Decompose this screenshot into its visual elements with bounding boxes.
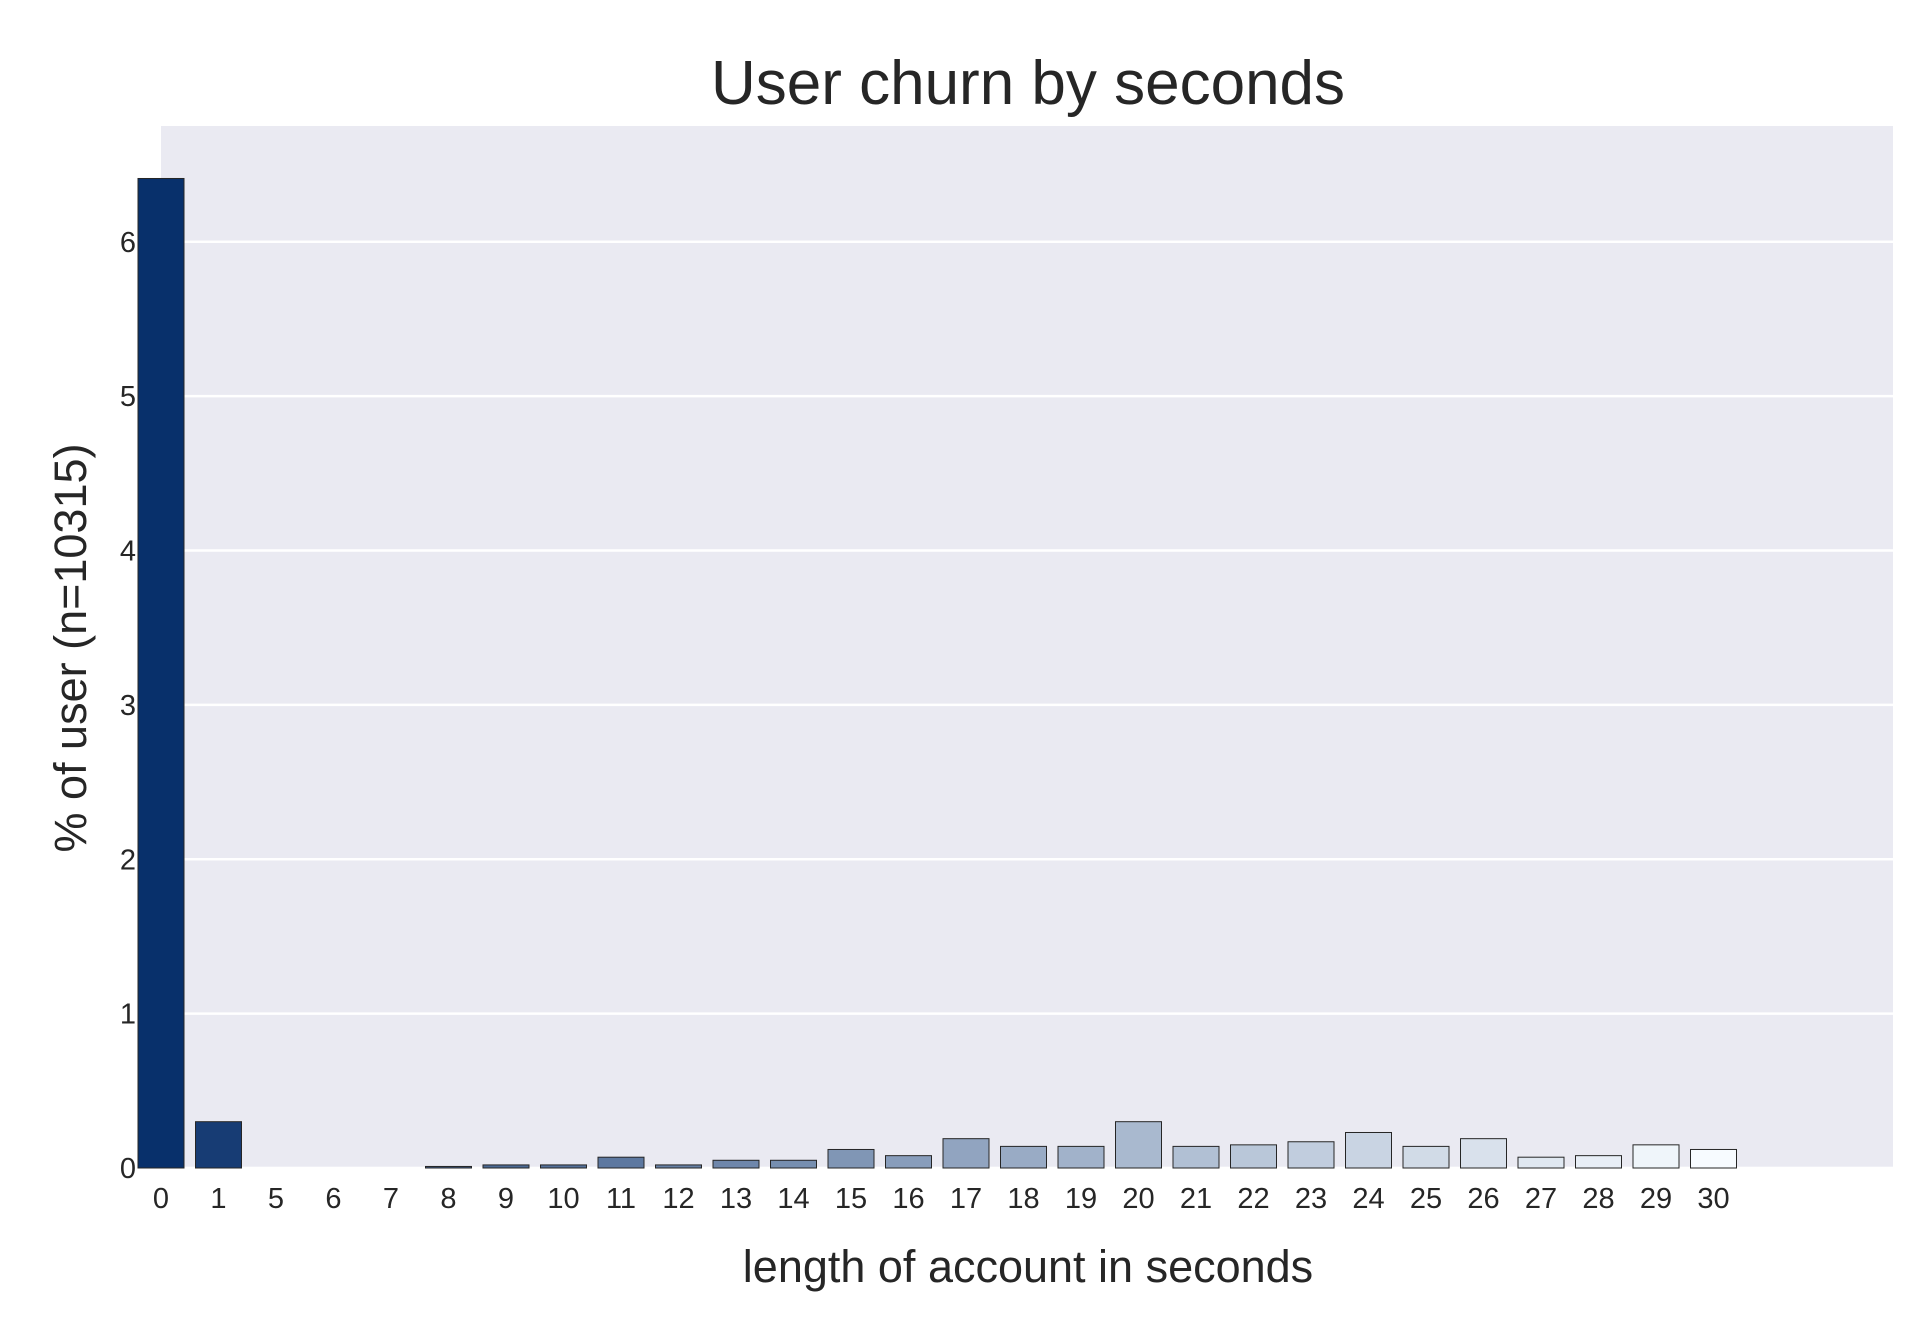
chart-title: User churn by seconds bbox=[711, 49, 1345, 118]
x-tick-label: 18 bbox=[1007, 1183, 1039, 1215]
bar-10 bbox=[540, 1164, 587, 1169]
bar-28 bbox=[1575, 1155, 1622, 1169]
bar-26 bbox=[1460, 1138, 1507, 1169]
x-tick-label: 10 bbox=[547, 1183, 579, 1215]
x-tick-label: 17 bbox=[950, 1183, 982, 1215]
x-tick-label: 5 bbox=[268, 1183, 284, 1215]
x-tick-label: 29 bbox=[1640, 1183, 1672, 1215]
bar-11 bbox=[597, 1156, 645, 1169]
bar-14 bbox=[770, 1159, 817, 1169]
x-tick-label: 23 bbox=[1295, 1183, 1327, 1215]
x-tick-label: 28 bbox=[1582, 1183, 1614, 1215]
x-tick-label: 26 bbox=[1467, 1183, 1499, 1215]
x-tick-label: 15 bbox=[835, 1183, 867, 1215]
x-tick-label: 22 bbox=[1237, 1183, 1269, 1215]
x-tick-label: 30 bbox=[1697, 1183, 1729, 1215]
bar-29 bbox=[1632, 1144, 1680, 1169]
bar-19 bbox=[1057, 1145, 1105, 1169]
x-tick-label: 25 bbox=[1410, 1183, 1442, 1215]
x-tick-label: 19 bbox=[1065, 1183, 1097, 1215]
x-tick-label: 14 bbox=[777, 1183, 809, 1215]
y-tick-labels: 0 1 2 3 4 5 6 bbox=[120, 227, 136, 1185]
x-tick-label: 1 bbox=[210, 1183, 226, 1215]
bar-24 bbox=[1345, 1131, 1392, 1169]
bar-30 bbox=[1690, 1148, 1737, 1169]
x-tick-label: 0 bbox=[153, 1183, 169, 1215]
y-tick-label: 1 bbox=[120, 999, 136, 1031]
x-tick-label: 21 bbox=[1180, 1183, 1212, 1215]
x-tick-label: 12 bbox=[662, 1183, 694, 1215]
bar-0 bbox=[137, 177, 185, 1169]
bar-21 bbox=[1172, 1145, 1220, 1169]
bar-9 bbox=[482, 1164, 530, 1169]
bar-23 bbox=[1287, 1141, 1335, 1169]
bar-18 bbox=[1000, 1145, 1047, 1169]
y-tick-label: 4 bbox=[120, 536, 136, 568]
x-tick-label: 6 bbox=[325, 1183, 341, 1215]
y-tick-label: 6 bbox=[120, 227, 136, 259]
bars bbox=[137, 177, 1737, 1169]
x-tick-label: 16 bbox=[892, 1183, 924, 1215]
bar-13 bbox=[712, 1159, 760, 1169]
bar-8 bbox=[425, 1165, 472, 1169]
bar-1 bbox=[195, 1121, 242, 1169]
x-tick-label: 9 bbox=[498, 1183, 514, 1215]
x-tick-label: 7 bbox=[383, 1183, 399, 1215]
x-tick-label: 20 bbox=[1122, 1183, 1154, 1215]
y-tick-label: 2 bbox=[120, 844, 136, 876]
bar-12 bbox=[655, 1164, 702, 1169]
y-tick-label: 3 bbox=[120, 690, 136, 722]
bar-20 bbox=[1115, 1121, 1162, 1169]
y-tick-label: 0 bbox=[120, 1153, 136, 1185]
x-tick-label: 27 bbox=[1525, 1183, 1557, 1215]
y-axis-label: % of user (n=10315) bbox=[45, 444, 96, 853]
bar-27 bbox=[1517, 1156, 1565, 1169]
x-tick-label: 24 bbox=[1352, 1183, 1384, 1215]
x-tick-labels: 0 1 5 6 7 8 9 10 11 12 13 14 15 16 17 18 19 20 21 22 23 24 25 2… bbox=[153, 1183, 1730, 1215]
x-tick-label: 11 bbox=[606, 1183, 636, 1215]
x-tick-label: 13 bbox=[720, 1183, 752, 1215]
y-tick-label: 5 bbox=[120, 381, 136, 413]
bar-22 bbox=[1230, 1144, 1277, 1169]
grid-lines bbox=[161, 240, 1893, 1170]
bar-16 bbox=[885, 1155, 932, 1169]
x-axis-label: length of account in seconds bbox=[743, 1241, 1313, 1292]
plot-area bbox=[161, 126, 1893, 1168]
bar-17 bbox=[942, 1138, 990, 1169]
bar-25 bbox=[1402, 1145, 1450, 1169]
bar-15 bbox=[827, 1148, 875, 1169]
x-tick-label: 8 bbox=[440, 1183, 456, 1215]
